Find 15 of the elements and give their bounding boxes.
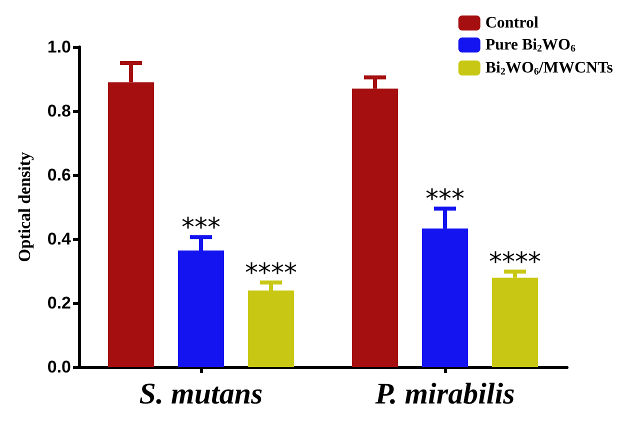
- data-label: ***: [426, 184, 464, 215]
- y-tick-label: 0.2: [47, 294, 71, 312]
- y-tick-label: 0.6: [47, 166, 71, 184]
- data-label: ****: [245, 258, 297, 289]
- y-tick-label: 0.0: [47, 358, 71, 376]
- data-label: ****: [489, 248, 541, 278]
- x-tick-label: P. mirabilis: [374, 378, 515, 410]
- y-tick-label: 0.8: [47, 102, 71, 120]
- x-tick-label: S. mutans: [139, 378, 263, 410]
- bar: [492, 278, 538, 367]
- data-label: ***: [182, 213, 220, 244]
- y-tick-label: 0.4: [47, 230, 72, 248]
- legend-label: Control: [485, 14, 539, 32]
- y-axis-title: Optical density: [15, 151, 34, 262]
- y-tick-label: 1.0: [47, 38, 71, 56]
